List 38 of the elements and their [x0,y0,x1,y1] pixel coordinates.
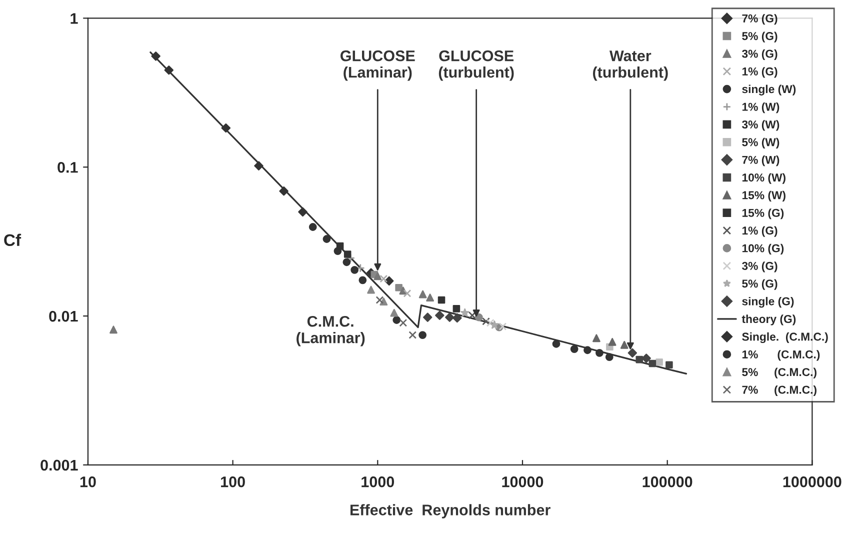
legend-label: 10% (W) [742,173,786,184]
y-tick-label: 0.001 [40,460,78,471]
legend-label: 1% (C.M.C.) [742,350,820,361]
legend-label: 15% (W) [742,190,786,202]
y-tick-label: 0.1 [58,162,78,173]
legend-label: single (W) [742,84,796,96]
x-tick-label: 1000000 [783,476,842,488]
legend-label: 5% (C.M.C.) [742,368,816,378]
legend-label: 15% (G) [742,208,784,220]
y-tick-label: 1 [70,13,78,24]
x-tick-label: 10000 [502,476,544,488]
legend-label: 5% (G) [742,32,778,42]
x-axis-title: Effective Reynolds number [350,504,550,518]
legend-label: 7% (C.M.C.) [742,385,816,396]
legend-label: 5% (W) [742,138,780,148]
legend-label: Single. (C.M.C.) [742,332,828,344]
legend-label: 1% (W) [742,102,780,114]
legend-label: 7% (W) [742,156,780,166]
annotation: GLUCOSE (Laminar) [340,50,415,81]
legend-label: 5% (G) [742,279,778,290]
legend-label: 7% (G) [742,14,778,25]
legend-label: 10% (G) [742,244,784,255]
annotation: Water (turbulent) [592,50,668,81]
legend-label: 3% (W) [742,120,780,131]
annotation: GLUCOSE (turbulent) [438,50,514,81]
legend-label: theory (G) [742,314,796,326]
x-tick-label: 100000 [642,476,692,488]
y-tick-label: 0.01 [49,310,78,322]
legend-label: 3% (G) [742,262,778,272]
legend-label: 1% (G) [742,226,778,237]
legend-label: 1% (G) [742,67,778,78]
annotation: C.M.C. (Laminar) [296,316,365,346]
x-tick-label: 100 [221,476,245,488]
y-axis-title: Cf [4,234,22,246]
legend-label: 3% (G) [742,49,778,60]
x-tick-label: 1000 [362,476,394,488]
x-tick-label: 10 [80,476,96,488]
legend-label: single (G) [742,296,794,308]
